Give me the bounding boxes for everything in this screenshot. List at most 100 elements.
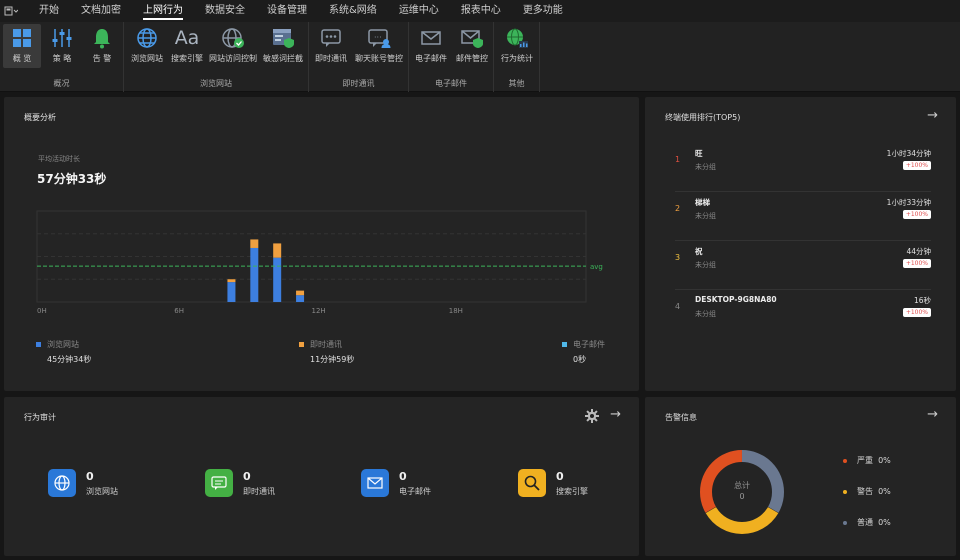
- ranking-arrow-icon[interactable]: →: [927, 108, 938, 123]
- menu-system-network[interactable]: 系统&网络: [329, 5, 377, 16]
- stat-email[interactable]: 0 电子邮件: [361, 469, 431, 497]
- overview-title: 概要分析: [24, 113, 56, 122]
- stat-value: 0: [399, 469, 407, 483]
- ribbon-group-browsing: 浏览网站 Aa 搜索引擎 网站访问控制 敏感词拦截 浏览网站: [124, 22, 309, 92]
- chart-avg-label: avg: [590, 263, 603, 271]
- tool-overview[interactable]: 概 览: [3, 24, 41, 68]
- rank-group: 未分组: [695, 212, 716, 220]
- globe-icon: [135, 26, 159, 50]
- rank-name: 旺: [695, 149, 703, 158]
- bell-icon: [90, 26, 114, 50]
- ribbon-group-label: 浏览网站: [200, 79, 232, 88]
- chart-x-tick: 18H: [449, 307, 463, 315]
- overview-panel: 概要分析 平均活动时长 57分钟33秒 0H 6H 12H 18H avg 浏览网站 4…: [4, 97, 639, 391]
- ribbon-group-label: 即时通讯: [342, 79, 375, 88]
- stat-search-engine[interactable]: 0 搜索引擎: [518, 469, 588, 497]
- alert-legend-critical: 严重 0%: [843, 455, 891, 466]
- alerts-title: 告警信息: [665, 413, 697, 422]
- ranking-row[interactable]: 3 祝 未分组 44分钟 +100%: [675, 242, 931, 290]
- legend-im-value: 11分钟59秒: [310, 355, 355, 364]
- tool-email[interactable]: 电子邮件: [413, 24, 449, 68]
- rank-number: 1: [675, 155, 681, 164]
- rank-name: DESKTOP-9G8NA80: [695, 295, 777, 304]
- chart-bar-im: [273, 243, 282, 258]
- stat-value: 0: [243, 469, 251, 483]
- menu-data-security[interactable]: 数据安全: [205, 5, 245, 16]
- ribbon-group-overview: 概 览 策 略 告 警 概况: [0, 22, 124, 92]
- alerts-arrow-icon[interactable]: →: [927, 407, 938, 422]
- ranking-row[interactable]: 4 DESKTOP-9G8NA80 未分组 16秒 +100%: [675, 291, 931, 339]
- legend-web-value: 45分钟34秒: [47, 355, 92, 364]
- browser-shield-icon: [271, 26, 295, 50]
- tool-search-engine[interactable]: Aa 搜索引擎: [171, 27, 203, 63]
- svg-text:···: ···: [374, 33, 382, 42]
- ribbon-group-label: 其他: [508, 79, 525, 88]
- chart-x-tick: 0H: [37, 307, 47, 315]
- stat-value: 0: [86, 469, 94, 483]
- menu-internet-behavior[interactable]: 上网行为: [132, 0, 194, 22]
- font-icon: Aa: [174, 27, 200, 49]
- tool-chat-account-control[interactable]: ··· 聊天账号管控: [351, 24, 407, 68]
- legend-email: 电子邮件 0秒: [562, 339, 605, 365]
- stat-label: 即时通讯: [243, 486, 275, 496]
- legend-dot: [843, 489, 847, 494]
- tool-behavior-stats[interactable]: 行为统计: [498, 24, 536, 68]
- avg-duration-label: 平均活动时长: [38, 155, 80, 163]
- chart-x-tick: 6H: [174, 307, 184, 315]
- donut-center-value: 0: [739, 492, 745, 501]
- audit-panel: 行为审计 → 0 浏览网站 0 即时通讯 0 电子邮件 0 搜索引擎: [4, 397, 639, 556]
- ribbon: 概 览 策 略 告 警 概况 浏览网站 Aa 搜索引擎 网站: [0, 22, 960, 92]
- ribbon-group-email: 电子邮件 邮件管控 电子邮件: [409, 22, 494, 92]
- rank-number: 3: [675, 253, 681, 262]
- chart-bar-im: [227, 279, 236, 283]
- rank-time: 16秒: [913, 296, 931, 305]
- rank-group: 未分组: [695, 310, 716, 318]
- ranking-title: 终端使用排行(TOP5): [665, 113, 741, 122]
- alerts-donut: [700, 450, 784, 534]
- tool-website-access-control[interactable]: 网站访问控制: [208, 24, 258, 68]
- app-menu-button[interactable]: [0, 0, 22, 22]
- legend-dot: [843, 458, 847, 463]
- rank-badge: +100%: [902, 259, 931, 268]
- menu-device-management[interactable]: 设备管理: [267, 5, 307, 16]
- tool-email-control[interactable]: 邮件管控: [453, 24, 491, 68]
- legend-email-swatch: [562, 342, 567, 347]
- ranking-row[interactable]: 2 梯梯 未分组 1小时33分钟 +100%: [675, 193, 931, 241]
- ranking-row[interactable]: 1 旺 未分组 1小时34分钟 +100%: [675, 144, 931, 192]
- chart-bar-web: [227, 282, 236, 302]
- menu-ops-center[interactable]: 运维中心: [398, 5, 439, 16]
- mail-shield-icon: [460, 26, 484, 50]
- audit-arrow-icon[interactable]: →: [610, 407, 621, 422]
- chart-bar-web: [250, 247, 259, 302]
- menu-start[interactable]: 开始: [39, 5, 59, 16]
- rank-time: 44分钟: [906, 247, 931, 256]
- ribbon-group-im: 即时通讯 ··· 聊天账号管控 即时通讯: [309, 22, 409, 92]
- tool-alerts[interactable]: 告 警: [83, 24, 121, 68]
- donut-segment-critical: [700, 450, 784, 534]
- ribbon-group-label: 电子邮件: [435, 79, 467, 88]
- rank-group: 未分组: [695, 163, 716, 171]
- tool-browse-web[interactable]: 浏览网站: [128, 24, 166, 68]
- search-icon: [518, 469, 546, 497]
- chart-bar-im: [250, 239, 259, 248]
- donut-center-label: 总计: [734, 481, 750, 490]
- chart-bar-im: [296, 290, 305, 296]
- globe-chart-icon: [505, 26, 529, 50]
- tool-instant-messaging[interactable]: 即时通讯: [313, 24, 349, 68]
- tool-sensitive-word-block[interactable]: 敏感词拦截: [260, 24, 306, 68]
- menu-doc-encrypt[interactable]: 文档加密: [81, 5, 121, 16]
- menu-more[interactable]: 更多功能: [522, 5, 563, 16]
- gear-icon[interactable]: [585, 408, 599, 427]
- globe-check-icon: [221, 26, 245, 50]
- tool-policy[interactable]: 策 略: [43, 24, 81, 68]
- stat-label: 搜索引擎: [556, 486, 588, 496]
- rank-number: 2: [675, 204, 681, 213]
- stat-browse-web[interactable]: 0 浏览网站: [48, 469, 118, 497]
- menu-report-center[interactable]: 报表中心: [460, 5, 501, 16]
- sliders-icon: [50, 26, 74, 50]
- stat-instant-messaging[interactable]: 0 即时通讯: [205, 469, 275, 497]
- rank-badge: +100%: [902, 161, 931, 170]
- app-menu-icon: [4, 6, 18, 16]
- donut-segment-warning: [700, 450, 784, 534]
